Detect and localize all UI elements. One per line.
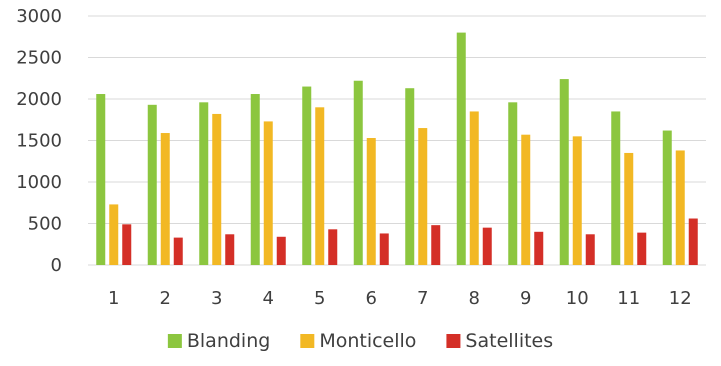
bar-monticello-5	[315, 107, 325, 265]
legend-label: Satellites	[465, 330, 553, 352]
x-tick-label: 7	[417, 288, 428, 309]
bar-monticello-10	[572, 136, 582, 265]
y-tick-label: 3000	[16, 6, 62, 27]
y-axis-tick-labels: 0 500 1000 1500 2000 2500 3000	[16, 6, 62, 276]
x-tick-label: 8	[469, 288, 480, 309]
bar-blanding-4	[250, 94, 260, 266]
y-tick-label: 2500	[16, 48, 62, 69]
bar-satellites-7	[431, 225, 441, 265]
x-tick-label: 2	[160, 288, 171, 309]
legend-label: Monticello	[319, 330, 416, 352]
bar-monticello-7	[418, 128, 428, 265]
bar-monticello-8	[469, 111, 479, 265]
bar-monticello-12	[675, 150, 685, 265]
y-tick-label: 1000	[16, 172, 62, 193]
legend: Blanding Monticello Satellites	[167, 330, 553, 352]
bar-monticello-9	[521, 134, 531, 265]
bar-monticello-2	[160, 133, 170, 265]
bar-satellites-12	[688, 218, 698, 265]
bar-blanding-3	[199, 102, 209, 265]
x-tick-label: 11	[617, 288, 640, 309]
bar-satellites-6	[379, 233, 389, 265]
y-tick-label: 0	[51, 255, 62, 276]
x-tick-label: 9	[520, 288, 531, 309]
bar-monticello-11	[624, 152, 634, 265]
legend-item-monticello: Monticello	[300, 330, 416, 352]
legend-swatch	[300, 334, 315, 348]
legend-swatch	[167, 334, 182, 348]
bar-satellites-11	[637, 232, 647, 265]
bar-blanding-12	[662, 130, 672, 265]
bar-blanding-7	[405, 88, 415, 266]
bar-monticello-1	[109, 204, 119, 265]
y-tick-label: 1500	[16, 131, 62, 152]
x-tick-label: 12	[669, 288, 692, 309]
bar-satellites-9	[534, 231, 544, 265]
bar-satellites-3	[225, 234, 235, 265]
bars	[96, 32, 698, 266]
legend-item-blanding: Blanding	[167, 330, 270, 352]
bar-satellites-10	[585, 234, 595, 265]
x-tick-label: 10	[566, 288, 589, 309]
bar-monticello-6	[366, 138, 376, 265]
bar-blanding-5	[302, 86, 312, 265]
bar-blanding-10	[559, 79, 569, 265]
bar-satellites-2	[173, 237, 183, 265]
x-tick-label: 1	[108, 288, 119, 309]
x-tick-label: 5	[314, 288, 325, 309]
bar-blanding-9	[508, 102, 518, 265]
bar-blanding-6	[353, 80, 363, 266]
x-tick-label: 4	[263, 288, 274, 309]
bar-satellites-1	[122, 224, 132, 265]
x-axis-tick-labels: 1 2 3 4 5 6 7 8 9 10 11 12	[108, 288, 692, 309]
bar-blanding-2	[147, 104, 157, 265]
legend-label: Blanding	[187, 330, 270, 352]
bar-blanding-8	[456, 32, 466, 265]
gridlines	[88, 15, 706, 266]
legend-swatch	[446, 334, 461, 348]
bar-satellites-8	[482, 227, 492, 265]
bar-blanding-1	[96, 94, 106, 266]
bar-satellites-4	[276, 236, 286, 265]
legend-item-satellites: Satellites	[446, 330, 553, 352]
bar-satellites-5	[328, 229, 338, 265]
y-tick-label: 500	[28, 214, 62, 235]
y-tick-label: 2000	[16, 89, 62, 110]
bar-monticello-4	[263, 121, 273, 265]
x-tick-label: 6	[366, 288, 377, 309]
bar-blanding-11	[611, 111, 621, 265]
x-tick-label: 3	[211, 288, 222, 309]
bar-monticello-3	[212, 113, 222, 265]
